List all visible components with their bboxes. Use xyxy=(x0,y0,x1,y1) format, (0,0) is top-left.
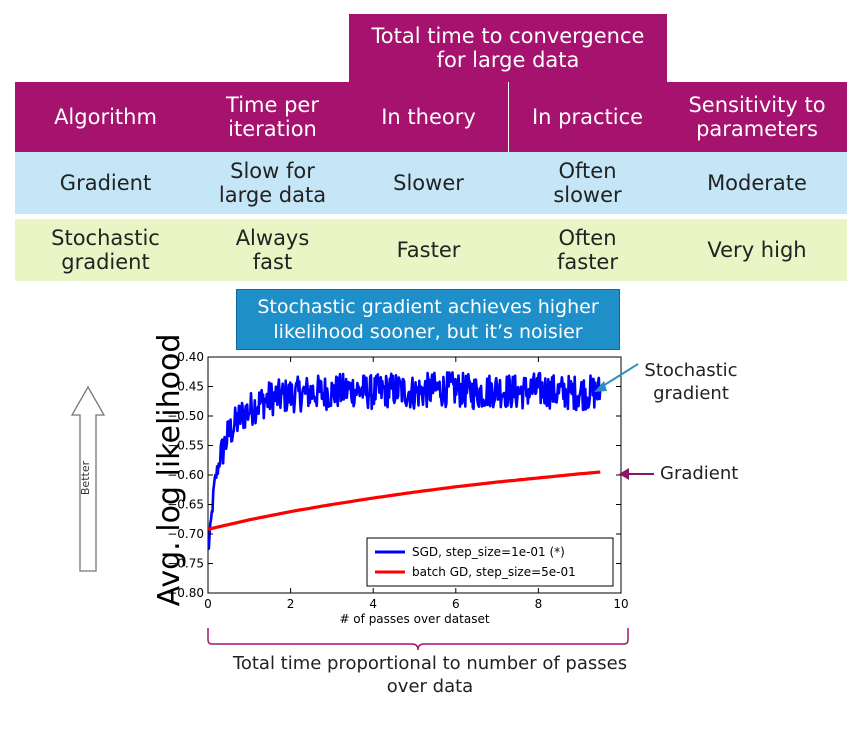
group-header: Total time to convergence for large data xyxy=(349,14,667,82)
table-row-gradient-practice: Often slower xyxy=(508,152,667,214)
y-tick-label: −0.40 xyxy=(167,350,204,364)
x-tick-label: 4 xyxy=(369,597,377,611)
table-cell: Moderate xyxy=(707,170,807,195)
passes-brace xyxy=(207,628,629,651)
y-tick-label: −0.50 xyxy=(167,409,204,423)
table-cell: Slow for large data xyxy=(218,158,327,207)
column-header-time-per-iteration: Time per iteration xyxy=(196,82,349,152)
table-cell: Faster xyxy=(396,237,461,262)
group-header-label: Total time to convergence for large data xyxy=(371,23,645,72)
stochastic-annotation: Stochastic gradient xyxy=(644,360,738,404)
y-tick-label: −0.60 xyxy=(167,468,204,482)
y-tick-label: −0.65 xyxy=(167,498,204,512)
table-cell: Often slower xyxy=(553,158,622,207)
header-divider xyxy=(508,82,509,152)
insight-callout: Stochastic gradient achieves higher like… xyxy=(236,289,620,350)
table-row-gradient-algorithm: Gradient xyxy=(15,152,196,214)
better-arrow-icon xyxy=(70,385,106,572)
y-tick-label: −0.45 xyxy=(167,380,204,394)
series-line-1 xyxy=(208,470,601,531)
y-tick-label: −0.75 xyxy=(167,557,204,571)
y-tick-label: −0.55 xyxy=(167,439,204,453)
table-row-gradient-theory: Slower xyxy=(349,152,508,214)
y-tick-label: −0.70 xyxy=(167,527,204,541)
table-row-stochastic-time: Always fast xyxy=(196,219,349,281)
column-header-label: Algorithm xyxy=(54,104,157,129)
bottom-note: Total time proportional to number of pas… xyxy=(232,653,628,698)
table-row-stochastic-theory: Faster xyxy=(349,219,508,281)
column-header-label: In theory xyxy=(381,104,476,129)
table-row-gradient-sensitivity: Moderate xyxy=(667,152,847,214)
column-header-label: In practice xyxy=(531,104,644,129)
table-row-gradient-time: Slow for large data xyxy=(196,152,349,214)
column-header-in-practice: In practice xyxy=(508,82,667,152)
x-tick-label: 10 xyxy=(613,597,628,611)
x-tick-label: 8 xyxy=(535,597,543,611)
table-cell: Gradient xyxy=(59,170,152,195)
table-cell: Always fast xyxy=(235,225,310,274)
x-tick-label: 6 xyxy=(452,597,460,611)
table-cell: Very high xyxy=(707,237,807,262)
callout-text: Stochastic gradient achieves higher like… xyxy=(257,295,599,343)
x-tick-label: 2 xyxy=(287,597,295,611)
y-tick-label: −0.80 xyxy=(167,586,204,600)
table-cell: Stochastic gradient xyxy=(51,225,160,274)
column-header-sensitivity: Sensitivity to parameters xyxy=(667,82,847,152)
table-row-stochastic-practice: Often faster xyxy=(508,219,667,281)
column-header-label: Time per iteration xyxy=(226,92,319,141)
legend-entry: batch GD, step_size=5e-01 xyxy=(412,565,576,579)
stochastic-pointer-arrowhead xyxy=(594,381,607,392)
legend-entry: SGD, step_size=1e-01 (*) xyxy=(412,545,565,559)
legend-box xyxy=(366,537,614,587)
x-tick-label: 0 xyxy=(204,597,212,611)
column-header-in-theory: In theory xyxy=(349,82,508,152)
series-line-0 xyxy=(208,371,602,551)
column-header-label: Sensitivity to parameters xyxy=(688,92,826,141)
table-row-stochastic-sensitivity: Very high xyxy=(667,219,847,281)
x-axis-label: # of passes over dataset xyxy=(339,612,489,626)
table-row-stochastic-algorithm: Stochastic gradient xyxy=(15,219,196,281)
table-cell: Slower xyxy=(393,170,464,195)
table-cell: Often faster xyxy=(557,225,618,274)
column-header-algorithm: Algorithm xyxy=(15,82,196,152)
gradient-annotation: Gradient xyxy=(660,463,739,484)
gradient-pointer-arrowhead xyxy=(619,468,629,480)
